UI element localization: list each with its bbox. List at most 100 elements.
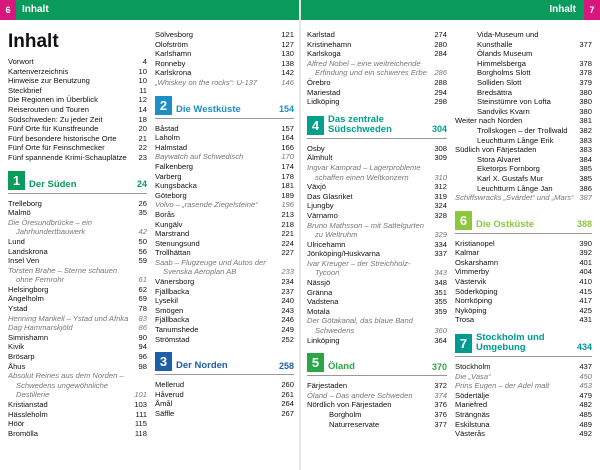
section-heading: 6 Die Ostküste 388 bbox=[455, 210, 592, 234]
toc-entry: Ronneby 138 bbox=[155, 59, 294, 69]
entry-text: Öland – Das andere Schweden bbox=[307, 390, 413, 400]
toc-entry: Borgholms Slott 378 bbox=[455, 68, 592, 78]
entry-text: Växjö bbox=[307, 182, 326, 192]
entry-page: 288 bbox=[434, 77, 447, 87]
entry-text: Kartenverzeichnis bbox=[8, 66, 69, 76]
toc-entry: Fünf spannende Krimi-Schauplätze 23 bbox=[8, 153, 147, 163]
entry-page: 252 bbox=[281, 334, 294, 344]
entry-text: Västervik bbox=[455, 277, 487, 287]
entry-page: 22 bbox=[138, 143, 147, 153]
entry-text: Kungälv bbox=[155, 219, 183, 229]
toc-entry: Die Regionen im Überblick 12 bbox=[8, 95, 147, 105]
section-title: Der Süden bbox=[29, 178, 77, 190]
toc-entry: Reiserouten und Touren 14 bbox=[8, 105, 147, 115]
entry-page: 56 bbox=[138, 246, 147, 256]
entry-page: 382 bbox=[579, 125, 592, 135]
entry-text: Strömstad bbox=[155, 334, 190, 344]
toc-entry: Tanumshede 249 bbox=[155, 325, 294, 335]
entry-text: Kalmar bbox=[455, 248, 480, 258]
entry-page: 12 bbox=[138, 95, 147, 105]
entry-text: Vorwort bbox=[8, 57, 34, 66]
toc-entry: Dag Hammarskjöld 86 bbox=[8, 323, 147, 333]
toc-entry: Insel Ven 59 bbox=[8, 256, 147, 266]
header-bar: Inhalt bbox=[301, 0, 600, 20]
entry-text: Säffle bbox=[155, 409, 175, 418]
toc-entry: „Whiskey on the rocks“: U-137 146 bbox=[155, 78, 294, 88]
entry-text: Weiter nach Norden bbox=[455, 116, 523, 126]
page-number: 6 bbox=[0, 0, 16, 20]
toc-entry: Bruno Mathsson – mit Sattelgurten zu Wel… bbox=[307, 221, 447, 240]
entry-text: Kivik bbox=[8, 342, 25, 352]
toc-entry: Motala 359 bbox=[307, 307, 447, 317]
toc-entry: Sölvesborg 121 bbox=[155, 30, 294, 40]
gutter bbox=[299, 0, 301, 470]
toc-entry: Örebro 288 bbox=[307, 78, 447, 88]
toc-entry: Laholm 164 bbox=[155, 133, 294, 143]
entry-page: 431 bbox=[579, 315, 592, 325]
toc-entry: Kalmar 392 bbox=[455, 248, 592, 258]
entry-page: 364 bbox=[434, 335, 447, 345]
entry-page: 86 bbox=[138, 323, 147, 333]
entry-text: Kungsbacka bbox=[155, 181, 197, 191]
toc-column: Sölvesborg 121 Olofström 127 Karlshamn 130 Ron… bbox=[155, 30, 294, 419]
entry-page: 118 bbox=[134, 428, 147, 438]
entry-text: Ystad bbox=[8, 304, 28, 314]
entry-page: 437 bbox=[579, 362, 592, 372]
toc-entry: Karlshamn 130 bbox=[155, 49, 294, 59]
entry-page: 377 bbox=[434, 419, 447, 429]
entry-text: Lidköping bbox=[307, 97, 340, 107]
toc-entry: Steckbrief 11 bbox=[8, 86, 147, 96]
entry-text: Reiserouten und Touren bbox=[8, 104, 89, 114]
entry-page: 329 bbox=[434, 230, 447, 240]
toc-column: Inhalt Vorwort 4 Kartenverzeichnis 10 Hinweis… bbox=[8, 30, 147, 438]
entry-page: 111 bbox=[135, 409, 147, 419]
toc-entry: Ängelholm 69 bbox=[8, 294, 147, 304]
entry-text: Torsten Brahe – Sterne schauen ohne Fern… bbox=[8, 265, 118, 285]
entry-page: 261 bbox=[281, 389, 294, 399]
entry-text: Malmö bbox=[8, 208, 31, 218]
toc-entry: Gränna 351 bbox=[307, 288, 447, 298]
entry-text: Jönköping/Huskvarna bbox=[307, 249, 381, 259]
entry-text: Vänersborg bbox=[155, 277, 195, 287]
toc-entry: Sandviks Kvarn 380 bbox=[455, 107, 592, 117]
entry-page: 224 bbox=[281, 238, 294, 248]
toc-entry: Das Glasriket 319 bbox=[307, 192, 447, 202]
entry-text: Naturreservate bbox=[329, 419, 380, 429]
entry-page: 50 bbox=[138, 236, 147, 246]
toc-entry: Strömstad 252 bbox=[155, 335, 294, 345]
entry-text: Baywatch auf Schwedisch bbox=[155, 152, 244, 162]
toc-entry: Lidköping 298 bbox=[307, 97, 447, 107]
entry-page: 309 bbox=[434, 153, 447, 163]
entry-page: 166 bbox=[281, 142, 294, 152]
entry-text: Ingvar Kamprad – Lagerprobleme schaffen … bbox=[307, 162, 421, 182]
entry-page: 379 bbox=[579, 77, 592, 87]
entry-page: 10 bbox=[138, 66, 147, 76]
entry-page: 240 bbox=[281, 296, 294, 306]
entry-page: 26 bbox=[138, 198, 147, 208]
entry-text: Fjällbacka bbox=[155, 315, 190, 325]
entry-text: Åhus bbox=[8, 361, 26, 371]
entry-page: 164 bbox=[281, 133, 294, 143]
entry-page: 312 bbox=[434, 182, 447, 192]
entry-text: Bromölla bbox=[8, 428, 38, 438]
entry-page: 410 bbox=[579, 277, 592, 287]
entry-page: 127 bbox=[281, 39, 294, 49]
section-title: Das zentrale Südschweden bbox=[328, 113, 392, 135]
entry-page: 170 bbox=[281, 152, 294, 162]
entry-page: 334 bbox=[434, 239, 447, 249]
entry-page: 18 bbox=[138, 114, 147, 124]
toc-entry: Leuchtturm Långe Erik 383 bbox=[455, 136, 592, 146]
toc-entry: Göteborg 189 bbox=[155, 191, 294, 201]
toc-entry: Hinweise zur Benutzung 10 bbox=[8, 76, 147, 86]
entry-page: 23 bbox=[138, 152, 147, 162]
entry-text: Leuchtturm Långe Erik bbox=[477, 135, 554, 145]
entry-page: 328 bbox=[434, 210, 447, 220]
entry-page: 264 bbox=[281, 399, 294, 409]
toc-entry: Karlskrona 142 bbox=[155, 68, 294, 78]
entry-text: Karl X. Gustafs Mur bbox=[477, 173, 544, 183]
entry-page: 62 bbox=[138, 284, 147, 294]
entry-text: Motala bbox=[307, 306, 330, 316]
entry-text: Trosa bbox=[455, 315, 475, 325]
toc-entry: Höör 115 bbox=[8, 419, 147, 429]
entry-page: 385 bbox=[579, 164, 592, 174]
